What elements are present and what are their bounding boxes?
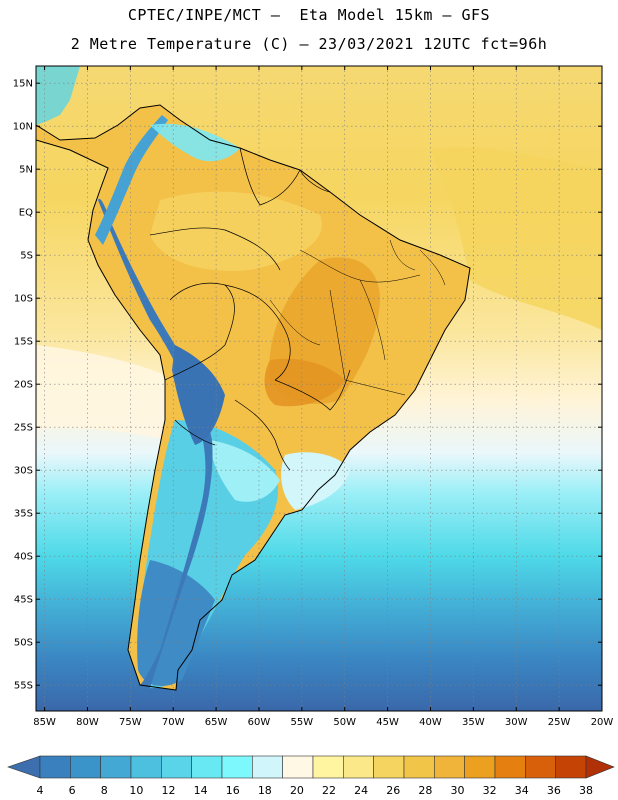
colorbar-segment bbox=[39, 755, 71, 779]
map-title: CPTEC/INPE/MCT – Eta Model 15km – GFS bbox=[127, 6, 491, 24]
lon-tick-label: 75W bbox=[119, 717, 142, 728]
lat-tick-label: 45S bbox=[14, 595, 33, 606]
colorbar-segment bbox=[434, 755, 465, 779]
lon-tick-label: 50W bbox=[333, 717, 356, 728]
venezuela-coast-cool bbox=[150, 123, 240, 162]
lat-tick-label: 30S bbox=[14, 466, 33, 477]
colorbar-label: 12 bbox=[161, 784, 175, 797]
colorbar-segment bbox=[191, 755, 223, 779]
lon-tick-label: 65W bbox=[205, 717, 228, 728]
colorbar-label: 22 bbox=[322, 784, 336, 797]
patagonia-cold-zone bbox=[137, 560, 215, 686]
colorbar-segment bbox=[494, 755, 526, 779]
colorbar-low-arrow bbox=[7, 755, 41, 779]
lon-tick-label: 40W bbox=[419, 717, 442, 728]
colorbar-segment bbox=[161, 755, 192, 779]
colorbar-label: 32 bbox=[483, 784, 497, 797]
lon-tick-label: 55W bbox=[291, 717, 314, 728]
amazon-zone bbox=[150, 191, 322, 271]
colorbar-segment bbox=[312, 755, 344, 779]
lat-tick-label: 55S bbox=[14, 681, 33, 692]
lon-tick-label: 20W bbox=[591, 717, 614, 728]
colorbar-label: 6 bbox=[69, 784, 76, 797]
lat-tick-label: 10S bbox=[14, 294, 33, 305]
lon-tick-label: 60W bbox=[248, 717, 271, 728]
pacific-cool-band bbox=[36, 345, 170, 440]
colorbar-label: 30 bbox=[451, 784, 465, 797]
colorbar-label: 36 bbox=[547, 784, 561, 797]
latitude-labels: 15N 10N 5N EQ 5S 10S 15S 20S 25S 30S 35S 40S 45S 50S 5… bbox=[13, 79, 602, 692]
lat-tick-label: 50S bbox=[14, 638, 33, 649]
lat-tick-label: 40S bbox=[14, 552, 33, 563]
lon-tick-label: 85W bbox=[33, 717, 56, 728]
country-borders bbox=[149, 147, 351, 471]
colorbar-segment bbox=[403, 755, 435, 779]
colorbar-label: 28 bbox=[418, 784, 432, 797]
colorbar-segment bbox=[282, 755, 314, 779]
lat-tick-label: 15N bbox=[13, 79, 33, 90]
colorbar-label: 4 bbox=[37, 784, 44, 797]
colorbar-segment bbox=[252, 755, 283, 779]
central-america-land bbox=[36, 66, 80, 125]
lon-tick-label: 70W bbox=[162, 717, 185, 728]
colorbar-segment bbox=[464, 755, 496, 779]
lat-tick-label: 5S bbox=[20, 251, 33, 262]
lon-tick-label: 45W bbox=[376, 717, 399, 728]
lon-tick-label: 80W bbox=[76, 717, 99, 728]
colorbar-label: 24 bbox=[354, 784, 368, 797]
lon-tick-label: 25W bbox=[548, 717, 571, 728]
lon-tick-label: 30W bbox=[505, 717, 528, 728]
lat-tick-label: 20S bbox=[14, 380, 33, 391]
colorbar-legend: 4 6 8 10 12 14 16 18 20 22 24 26 28 30 32 34 36 38 bbox=[7, 755, 615, 797]
map-frame bbox=[35, 65, 603, 712]
lat-tick-label: 5N bbox=[19, 165, 33, 176]
colorbar-label: 16 bbox=[226, 784, 240, 797]
colorbar-label: 34 bbox=[515, 784, 529, 797]
colorbar-label: 10 bbox=[129, 784, 143, 797]
colorbar-label: 8 bbox=[101, 784, 108, 797]
map-subtitle: 2 Metre Temperature (C) – 23/03/2021 12U… bbox=[70, 35, 548, 53]
lat-tick-label: 35S bbox=[14, 509, 33, 520]
colorbar-segment bbox=[555, 755, 587, 779]
pampas-zone bbox=[210, 440, 280, 502]
south-america-land bbox=[36, 105, 470, 690]
longitude-labels: 85W 80W 75W 70W 65W 60W 55W 50W 45W 40W 35W 30W 25W 2… bbox=[33, 66, 613, 728]
colorbar-segment bbox=[373, 755, 405, 779]
colorbar-segment bbox=[221, 755, 253, 779]
colorbar-segment bbox=[343, 755, 374, 779]
colorbar-segment bbox=[525, 755, 556, 779]
colorbar-segment bbox=[130, 755, 162, 779]
lat-tick-label: 15S bbox=[14, 337, 33, 348]
lat-tick-label: 10N bbox=[13, 122, 33, 133]
colorbar-label: 18 bbox=[258, 784, 272, 797]
lat-tick-label: 25S bbox=[14, 423, 33, 434]
colorbar-segment bbox=[70, 755, 101, 779]
southern-brazil-cool-zone bbox=[281, 452, 350, 510]
state-borders bbox=[269, 239, 446, 396]
colorbar-label: 26 bbox=[386, 784, 400, 797]
lat-tick-label: EQ bbox=[19, 208, 33, 219]
colorbar-label: 38 bbox=[579, 784, 593, 797]
colorbar-label: 20 bbox=[290, 784, 304, 797]
coastline bbox=[36, 104, 471, 691]
lon-tick-label: 35W bbox=[462, 717, 485, 728]
colorbar-high-arrow bbox=[585, 755, 615, 779]
colorbar-segment bbox=[100, 755, 132, 779]
colorbar-label: 14 bbox=[194, 784, 208, 797]
